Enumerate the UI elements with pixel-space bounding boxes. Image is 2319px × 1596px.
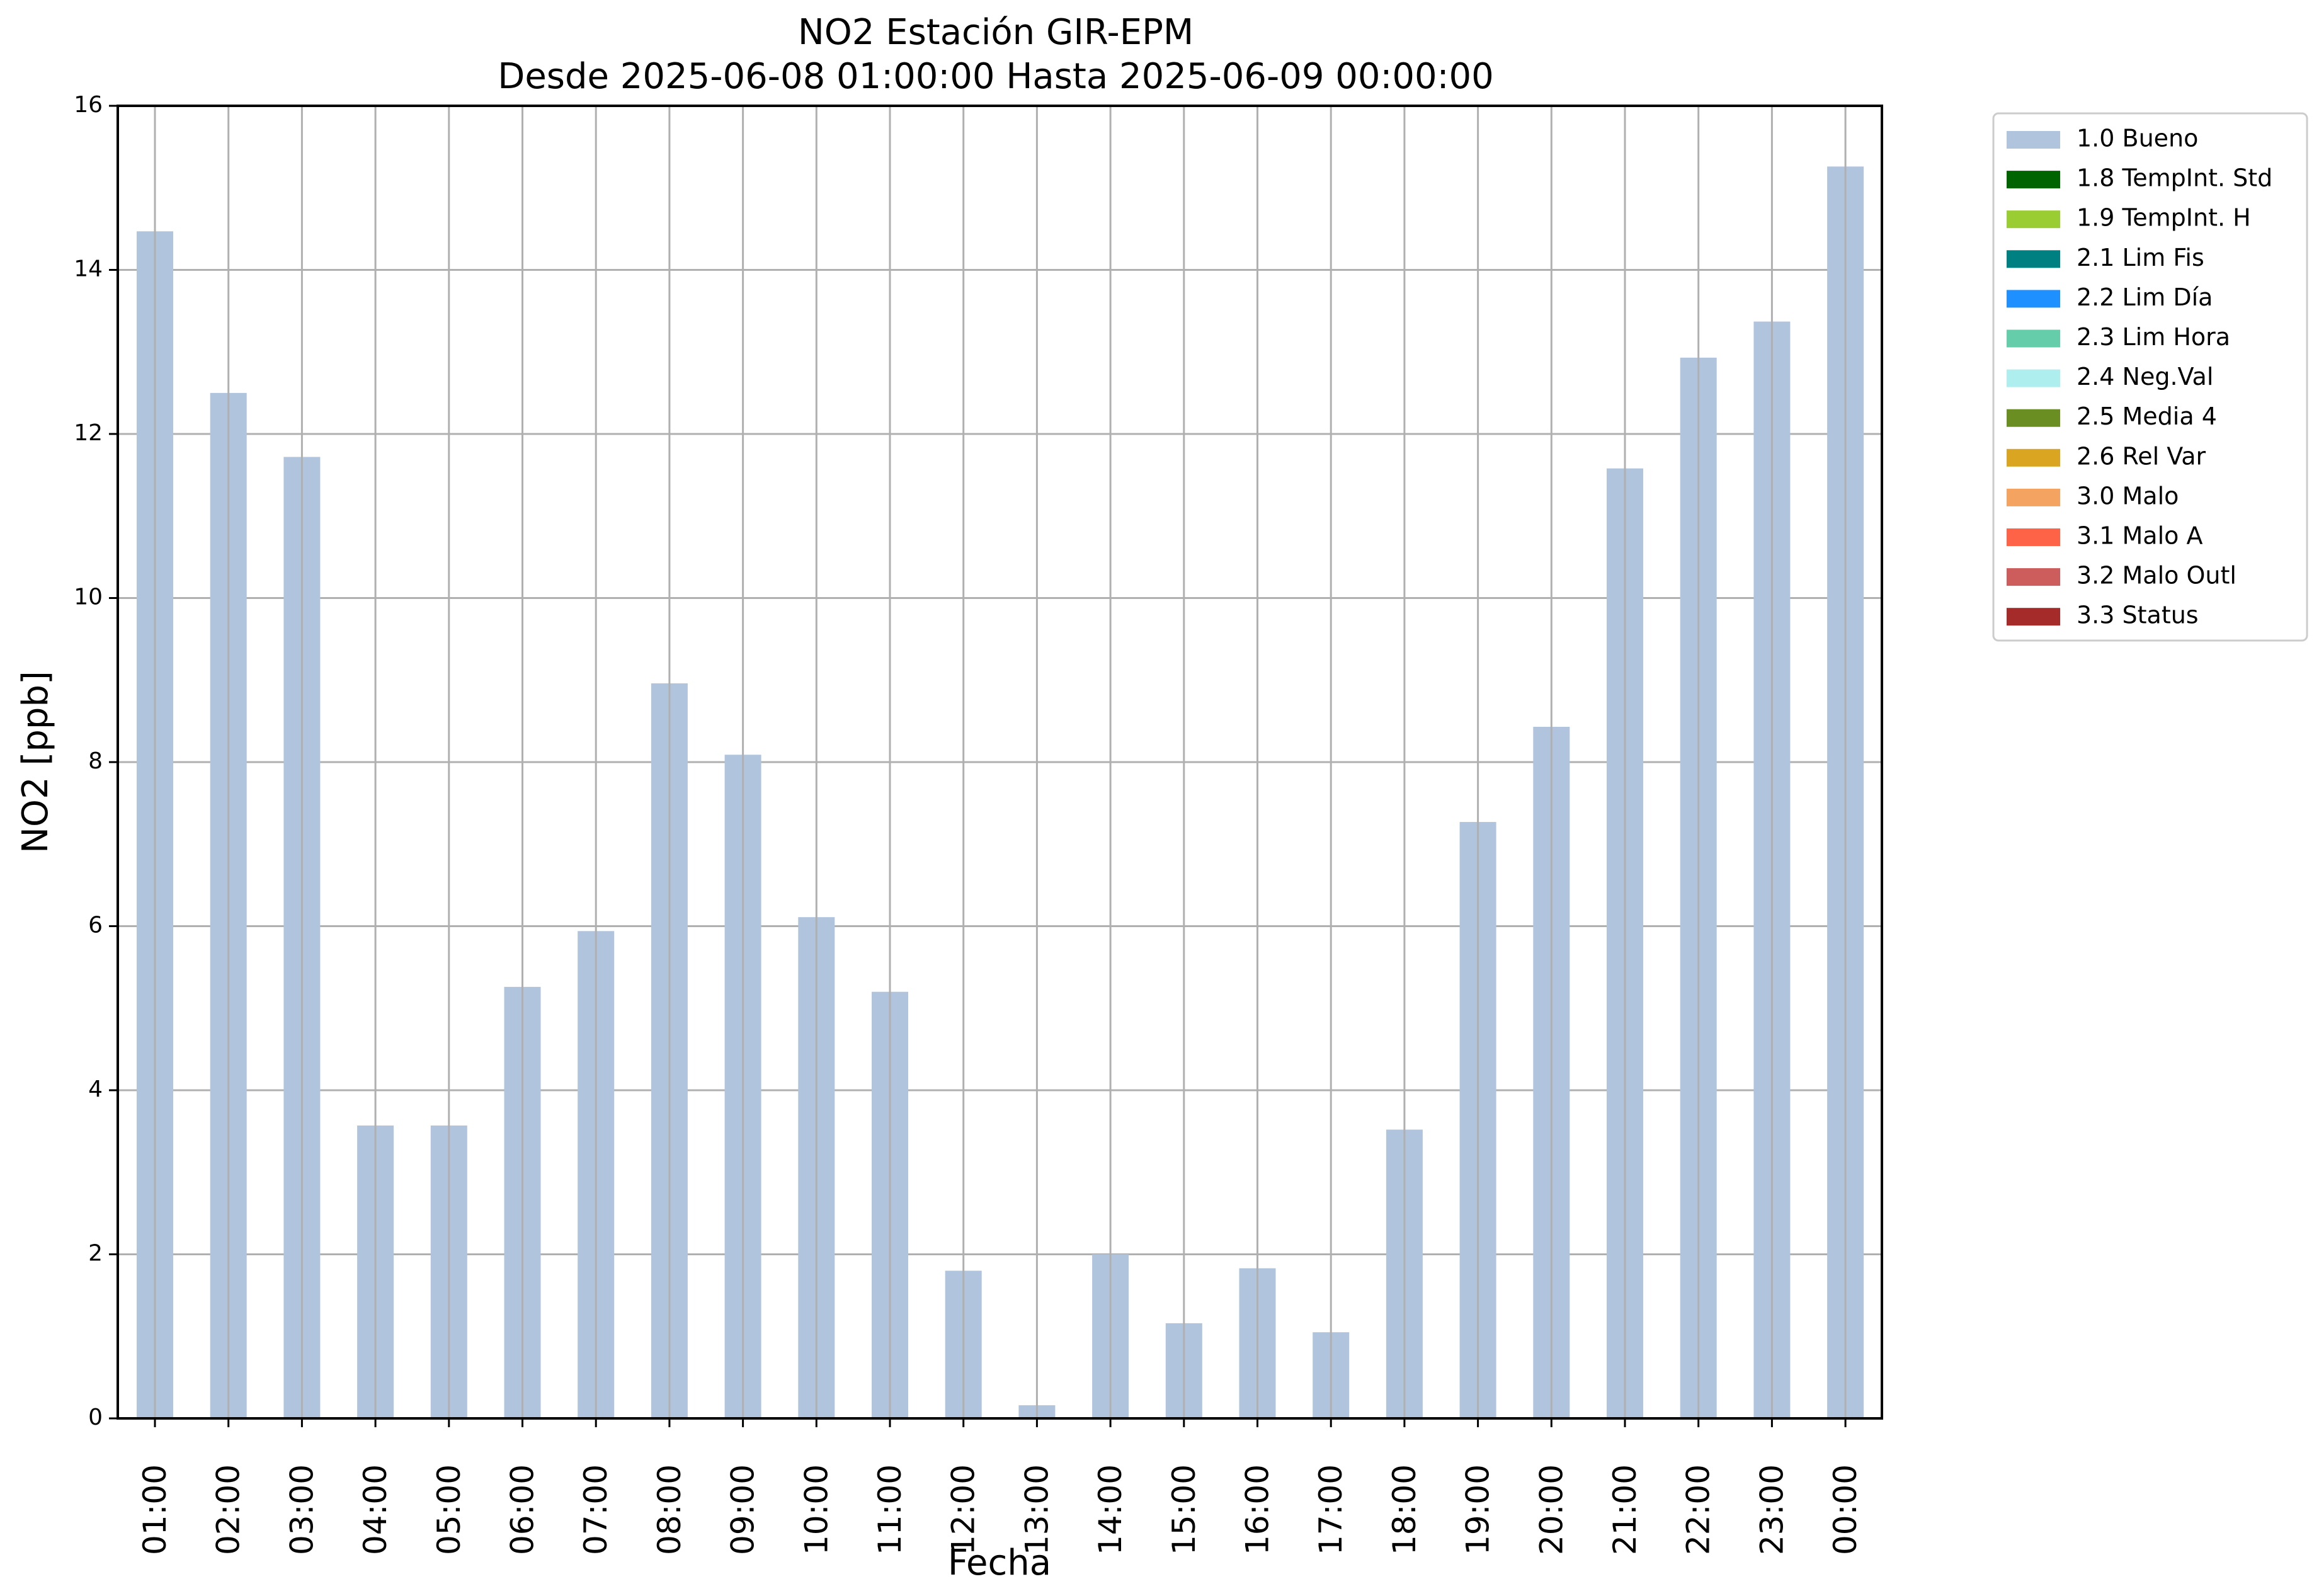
legend-swatch: [2007, 329, 2060, 348]
legend-frame: [1992, 112, 2308, 642]
legend-swatch: [2007, 210, 2060, 229]
legend-label: 1.0 Bueno: [2077, 125, 2198, 152]
x-tick-label: 08:00: [651, 1464, 688, 1555]
y-tick-label: 10: [74, 584, 103, 610]
legend-swatch: [2007, 528, 2060, 546]
legend-swatch: [2007, 409, 2060, 427]
y-tick-label: 0: [88, 1405, 103, 1430]
legend-label: 2.4 Neg.Val: [2077, 363, 2213, 390]
legend-label: 2.6 Rel Var: [2077, 442, 2206, 470]
x-tick-label: 20:00: [1533, 1464, 1570, 1555]
y-tick-label: 2: [88, 1241, 103, 1267]
bars: [137, 166, 1864, 1419]
x-axis-title: Fecha: [948, 1542, 1051, 1583]
legend: 1.0 Bueno 1.8 TempInt. Std 1.9 TempInt. H 2…: [1992, 112, 2308, 642]
x-axis-ticks: 01:00 02:00 03:00 04:00 05:00 06:00 07:00 08:00…: [137, 1418, 1864, 1555]
x-grid-lines: [154, 106, 1847, 1418]
x-tick-label: 16:00: [1239, 1464, 1276, 1555]
chart-title: NO2 Estación GIR-EPM: [798, 12, 1194, 53]
x-tick-label: 02:00: [210, 1464, 247, 1555]
chart-subtitle: Desde 2025-06-08 01:00:00 Hasta 2025-06-…: [498, 56, 1494, 97]
legend-label: 1.8 TempInt. Std: [2077, 164, 2272, 192]
x-tick-label: 01:00: [137, 1464, 173, 1555]
y-tick-label: 14: [74, 256, 103, 282]
x-tick-label: 13:00: [1018, 1464, 1055, 1555]
legend-label: 2.5 Media 4: [2077, 402, 2217, 430]
legend-label: 2.1 Lim Fis: [2077, 244, 2204, 271]
y-tick-label: 8: [88, 748, 103, 774]
x-tick-label: 10:00: [798, 1464, 835, 1555]
legend-swatch: [2007, 608, 2060, 626]
legend-swatch: [2007, 131, 2060, 149]
x-tick-label: 11:00: [872, 1464, 908, 1555]
legend-label: 3.2 Malo Outl: [2077, 562, 2236, 590]
x-tick-label: 03:00: [283, 1464, 320, 1555]
x-tick-label: 05:00: [431, 1464, 467, 1555]
x-tick-label: 12:00: [945, 1464, 982, 1555]
x-tick-label: 23:00: [1753, 1464, 1790, 1555]
legend-swatch: [2007, 369, 2060, 387]
y-tick-label: 4: [88, 1076, 103, 1102]
legend-label: 2.3 Lim Hora: [2077, 323, 2230, 351]
x-tick-label: 22:00: [1680, 1464, 1717, 1555]
x-tick-label: 04:00: [357, 1464, 394, 1555]
legend-swatch: [2007, 171, 2060, 189]
y-axis-title: NO2 [ppb]: [15, 671, 56, 853]
legend-label: 2.2 Lim Día: [2077, 283, 2213, 311]
legend-label: 3.0 Malo: [2077, 482, 2179, 510]
legend-swatch: [2007, 568, 2060, 586]
legend-label: 1.9 TempInt. H: [2077, 204, 2251, 232]
legend-swatch: [2007, 448, 2060, 467]
legend-swatch: [2007, 290, 2060, 308]
legend-swatch: [2007, 488, 2060, 506]
x-tick-label: 15:00: [1166, 1464, 1202, 1555]
y-tick-label: 16: [74, 92, 103, 118]
y-tick-label: 12: [74, 420, 103, 446]
x-tick-label: 09:00: [725, 1464, 761, 1555]
x-tick-label: 18:00: [1386, 1464, 1423, 1555]
y-tick-label: 6: [88, 913, 103, 938]
legend-label: 3.3 Status: [2077, 601, 2199, 629]
legend-label: 3.1 Malo A: [2077, 522, 2202, 550]
x-tick-label: 17:00: [1313, 1464, 1349, 1555]
y-axis-ticks: 0 2 4 6 8 10 12 14 16: [74, 92, 118, 1430]
x-tick-label: 00:00: [1827, 1464, 1864, 1555]
legend-swatch: [2007, 250, 2060, 268]
x-tick-label: 19:00: [1460, 1464, 1496, 1555]
x-tick-label: 07:00: [578, 1464, 614, 1555]
x-tick-label: 14:00: [1092, 1464, 1129, 1555]
x-tick-label: 21:00: [1607, 1464, 1643, 1555]
x-tick-label: 06:00: [504, 1464, 541, 1555]
